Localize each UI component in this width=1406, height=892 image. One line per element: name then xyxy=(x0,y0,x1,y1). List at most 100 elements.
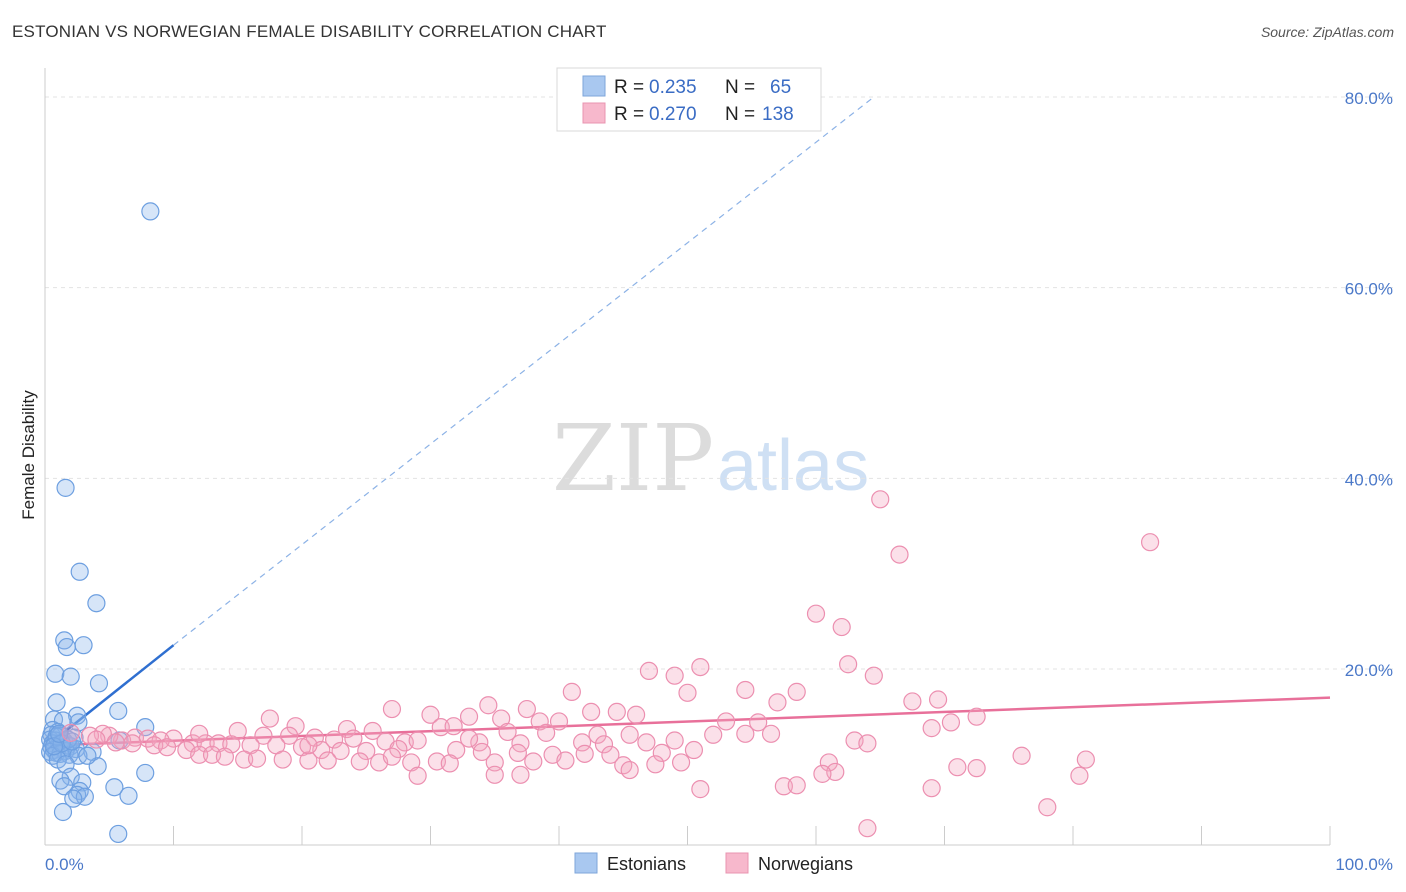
grid-lines xyxy=(45,96,1395,670)
norwegian-point-75 xyxy=(472,742,491,762)
norwegian-point-17 xyxy=(479,696,498,715)
axes xyxy=(44,68,1331,846)
norwegian-point-5 xyxy=(839,655,858,674)
norwegian-point-7 xyxy=(639,661,659,681)
norwegian-point-110 xyxy=(556,751,575,770)
bottom-legend-swatch-estonians xyxy=(574,852,598,874)
norwegian-point-63 xyxy=(183,734,202,753)
norwegian-point-97 xyxy=(215,747,234,766)
estonian-point-10 xyxy=(47,693,66,712)
norwegian-point-43 xyxy=(736,724,755,743)
norwegian-point-76 xyxy=(508,743,527,762)
y-tick-label-1: 40.0% xyxy=(1345,470,1393,489)
bottom-legend-swatch-norwegians xyxy=(725,852,749,874)
norwegian-point-52 xyxy=(344,729,363,748)
norwegian-point-59 xyxy=(594,735,614,754)
norwegian-point-112 xyxy=(646,755,665,774)
legend-n-value-1: 65 xyxy=(770,77,791,98)
estonian-point-5 xyxy=(57,637,76,657)
x-tick-labels: 0.0% 100.0% xyxy=(45,855,1393,874)
y-tick-label-0: 20.0% xyxy=(1345,661,1393,680)
estonian-point-12 xyxy=(68,706,87,725)
norwegian-point-46 xyxy=(922,719,941,738)
norwegian-point-136 xyxy=(382,747,402,766)
norwegian-point-125 xyxy=(408,766,427,785)
norwegian-point-122 xyxy=(691,780,710,799)
norwegian-point-29 xyxy=(749,713,768,732)
norwegian-point-40 xyxy=(588,725,607,744)
estonian-point-9 xyxy=(89,674,109,693)
norwegian-point-64 xyxy=(196,734,215,753)
norwegian-point-58 xyxy=(573,733,592,752)
norwegian-point-27 xyxy=(549,712,569,731)
norwegian-point-130 xyxy=(1038,798,1057,817)
norwegian-point-71 xyxy=(331,741,350,761)
legend-n-label-1: N = xyxy=(725,77,755,98)
norwegian-point-115 xyxy=(1012,746,1031,765)
norwegian-point-132 xyxy=(858,734,877,753)
norwegian-point-26 xyxy=(530,712,549,731)
norwegian-point-131 xyxy=(858,819,877,838)
norwegian-point-4 xyxy=(832,617,851,637)
norwegian-point-109 xyxy=(524,752,543,771)
norwegian-point-55 xyxy=(408,731,427,750)
norwegian-point-30 xyxy=(941,713,961,732)
norwegian-point-116 xyxy=(1076,750,1095,769)
source-label: Source: ZipAtlas.com xyxy=(1260,24,1394,40)
norwegian-point-101 xyxy=(299,751,318,770)
estonian-point-55 xyxy=(64,789,83,808)
estonian-point-7 xyxy=(46,664,65,683)
norwegian-point-127 xyxy=(511,765,530,784)
norwegian-point-102 xyxy=(318,751,337,770)
legend-swatch-norwegians xyxy=(582,102,606,124)
estonian-point-11 xyxy=(109,701,128,721)
norwegian-point-15 xyxy=(903,692,922,711)
watermark-zip: ZIP xyxy=(552,405,714,512)
estonian-point-64 xyxy=(78,746,97,765)
legend-box: R = 0.235 N = 65 R = 0.270 N = 138 xyxy=(556,67,822,132)
estonian-point-0 xyxy=(141,202,160,221)
norwegian-point-13 xyxy=(678,683,697,702)
bottom-legend-estonians: Estonians xyxy=(607,854,686,874)
estonian-point-54 xyxy=(119,786,138,805)
norwegian-point-12 xyxy=(787,682,806,701)
norwegian-point-81 xyxy=(684,740,704,760)
norwegian-point-10 xyxy=(562,682,581,701)
y-tick-label-3: 80.0% xyxy=(1345,89,1393,108)
norwegian-point-23 xyxy=(421,705,440,724)
norwegian-trend-line xyxy=(51,696,1331,747)
norwegian-point-123 xyxy=(922,779,941,798)
y-axis-label: Female Disability xyxy=(19,390,38,520)
norwegian-point-22 xyxy=(382,699,402,719)
norwegian-point-107 xyxy=(440,754,459,773)
norwegian-point-108 xyxy=(485,753,504,772)
estonian-point-45 xyxy=(136,763,155,783)
norwegian-point-118 xyxy=(967,759,986,778)
norwegian-point-113 xyxy=(671,753,691,772)
watermark-atlas: atlas xyxy=(717,426,869,506)
norwegian-point-20 xyxy=(607,702,626,722)
data-points xyxy=(41,202,1160,844)
norwegian-point-80 xyxy=(652,743,671,762)
norwegian-point-44 xyxy=(761,724,781,743)
estonian-point-3 xyxy=(87,594,106,613)
norwegian-point-11 xyxy=(736,680,755,700)
norwegian-point-135 xyxy=(61,723,80,742)
chart-title: ESTONIAN VS NORWEGIAN FEMALE DISABILITY … xyxy=(12,22,607,41)
norwegian-point-128 xyxy=(620,760,639,780)
norwegian-point-129 xyxy=(813,764,832,783)
legend-n-label-2: N = xyxy=(725,104,755,125)
estonian-trend-line xyxy=(50,644,175,744)
norwegian-point-100 xyxy=(273,750,292,769)
norwegian-point-6 xyxy=(691,657,710,677)
norwegian-point-38 xyxy=(498,722,517,742)
norwegian-point-19 xyxy=(582,702,601,722)
norwegian-point-91 xyxy=(123,734,142,753)
estonian-point-2 xyxy=(70,562,89,581)
norwegian-point-48 xyxy=(254,726,273,745)
estonian-trend-extension xyxy=(173,96,875,646)
norwegian-point-21 xyxy=(626,705,646,724)
norwegian-point-99 xyxy=(247,749,267,768)
norwegian-point-35 xyxy=(363,721,382,741)
